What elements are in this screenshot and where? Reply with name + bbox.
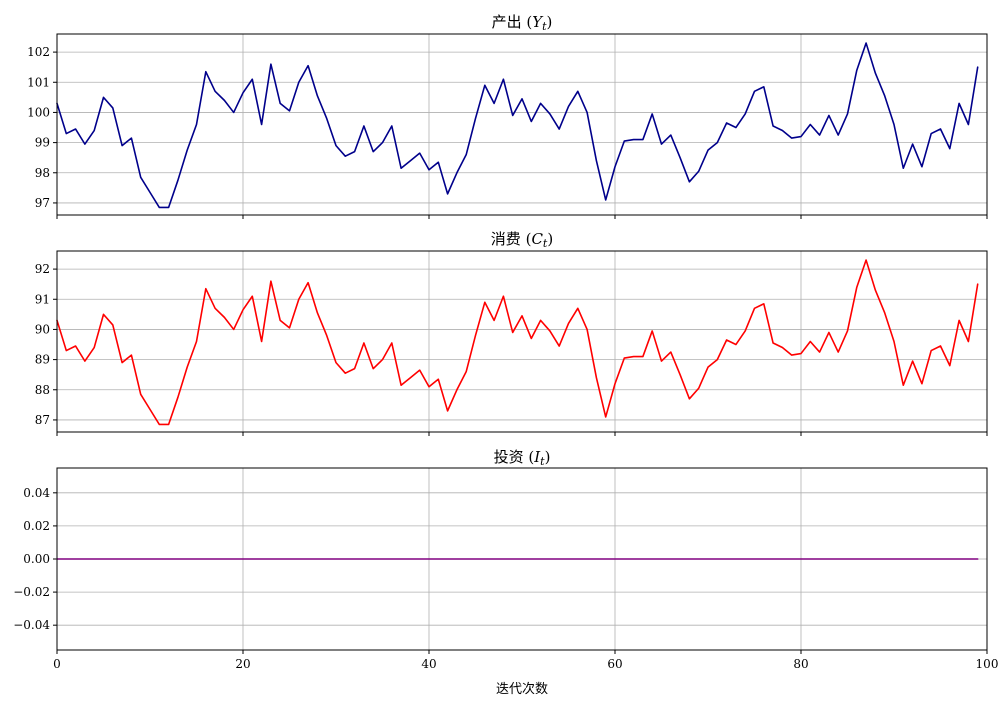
panel-output-grid [57, 34, 987, 215]
panel-output-xticks [56, 215, 988, 219]
panel-consumption-ytick-label-5: 92 [35, 262, 50, 276]
panel-investment-ytick-label-2: 0.00 [23, 552, 50, 566]
panel-output: 产出 (Yt) 97 98 99 100 101 102 [27, 13, 988, 219]
panel-output-ytick-label-5: 102 [27, 45, 50, 59]
panel-investment-ytick-label-0: −0.04 [13, 618, 50, 632]
x-axis-label: 迭代次数 [496, 681, 548, 697]
panel-consumption-ytick-label-1: 88 [35, 383, 50, 397]
panel-consumption-yticks: 87 88 89 90 91 92 [35, 262, 57, 427]
panel-consumption-ytick-label-2: 89 [35, 353, 50, 367]
panel-consumption-title: 消费 (Ct) [491, 230, 553, 250]
panel-output-series-line [56, 42, 979, 209]
panel-consumption-ytick-label-3: 90 [35, 322, 50, 336]
panel-output-ytick-label-0: 97 [35, 196, 50, 210]
panel-investment-ytick-label-3: 0.02 [23, 519, 50, 533]
panel-output-ytick-label-2: 99 [35, 136, 50, 150]
panel-investment-xticks: 0 20 40 60 80 100 [53, 650, 998, 671]
x-tick-label-0: 0 [53, 657, 61, 671]
x-tick-label-100: 100 [976, 657, 999, 671]
panel-consumption-xticks [56, 432, 988, 436]
panel-investment-title: 投资 (It) [494, 448, 551, 468]
panel-consumption-series [56, 259, 979, 426]
panel-investment: 投资 (It) −0.04 −0.02 0.00 0.02 0.04 0 20 40 60 80… [13, 448, 998, 697]
panel-output-yticks: 97 98 99 100 101 102 [27, 45, 57, 210]
panel-consumption-grid [57, 251, 987, 432]
panel-output-series [56, 42, 979, 209]
x-tick-label-60: 60 [607, 657, 622, 671]
panel-investment-yticks: −0.04 −0.02 0.00 0.02 0.04 [13, 486, 57, 632]
panel-consumption: 消费 (Ct) 87 88 89 90 91 92 [35, 230, 988, 436]
panel-investment-ytick-label-4: 0.04 [23, 486, 50, 500]
panel-investment-ytick-label-1: −0.02 [13, 585, 50, 599]
panel-consumption-ytick-label-0: 87 [35, 413, 50, 427]
x-tick-label-80: 80 [793, 657, 808, 671]
panel-output-ytick-label-3: 100 [27, 105, 50, 119]
panel-consumption-ytick-label-4: 91 [35, 292, 50, 306]
panel-consumption-frame [56, 250, 988, 433]
panel-output-ytick-label-1: 98 [35, 166, 50, 180]
x-tick-label-20: 20 [235, 657, 250, 671]
panel-investment-frame [56, 467, 988, 651]
x-tick-label-40: 40 [421, 657, 436, 671]
panel-consumption-series-line [56, 259, 979, 426]
panel-output-ytick-label-4: 101 [27, 75, 50, 89]
panel-output-frame [56, 33, 988, 216]
panel-output-title: 产出 (Yt) [492, 13, 553, 33]
